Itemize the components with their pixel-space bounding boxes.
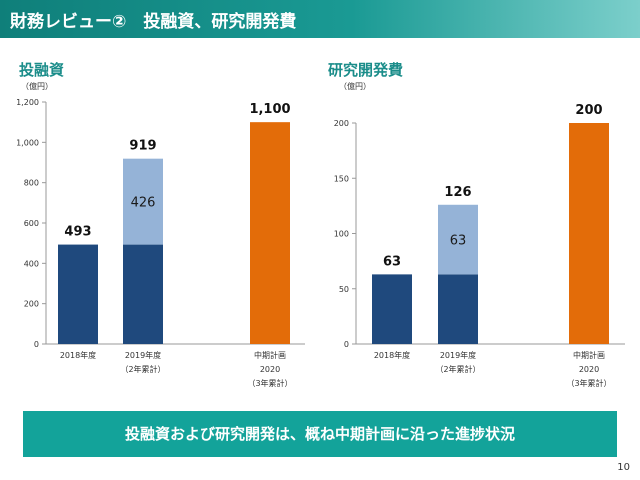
category-label: （2年累計） xyxy=(120,364,165,374)
y-tick-label: 0 xyxy=(34,340,39,349)
slide-header: 財務レビュー② 投融資、研究開発費 xyxy=(0,0,640,38)
chart-title-rnd: 研究開発費 xyxy=(328,61,404,79)
category-label: 2018年度 xyxy=(60,350,96,360)
total-value-label: 919 xyxy=(129,139,156,154)
increment-value-label: 426 xyxy=(131,196,156,211)
unit-label-investment: （億円） xyxy=(21,82,53,91)
y-tick-label: 100 xyxy=(334,230,349,239)
total-value-label: 200 xyxy=(575,103,602,118)
category-label: 中期計画 xyxy=(254,350,286,360)
category-label: 2019年度 xyxy=(440,350,476,360)
category-label: （3年累計） xyxy=(566,378,611,388)
y-tick-label: 800 xyxy=(24,179,39,188)
category-label: 2019年度 xyxy=(125,350,161,360)
category-label: 2020 xyxy=(579,365,599,374)
total-value-label: 493 xyxy=(64,225,91,240)
y-tick-label: 150 xyxy=(334,174,349,183)
y-tick-label: 600 xyxy=(24,219,39,228)
rnd-bar-chart: 0 50 100 150 200 63 2018年度 126 63 2019年度 （2年累計） 200… xyxy=(334,103,625,388)
bar-segment xyxy=(438,204,478,275)
category-label: 2020 xyxy=(260,365,280,374)
y-tick-label: 200 xyxy=(334,119,349,128)
increment-value-label: 63 xyxy=(450,234,467,249)
bar-segment xyxy=(58,244,98,344)
summary-banner-text: 投融資および研究開発は、概ね中期計画に沿った進捗状況 xyxy=(124,425,515,443)
bar-segment xyxy=(569,123,609,344)
page-number: 10 xyxy=(617,462,630,473)
y-tick-label: 400 xyxy=(24,259,39,268)
category-label: 中期計画 xyxy=(573,350,605,360)
category-label: （2年累計） xyxy=(435,364,480,374)
total-value-label: 63 xyxy=(383,254,401,269)
y-tick-label: 0 xyxy=(344,340,349,349)
summary-banner: 投融資および研究開発は、概ね中期計画に沿った進捗状況 xyxy=(23,411,617,457)
category-label: （3年累計） xyxy=(247,378,292,388)
y-tick-label: 1,200 xyxy=(16,98,39,107)
investment-bar-chart: 0 200 400 600 800 1,000 1,200 493 2018年度 919 426 20… xyxy=(16,98,305,388)
category-label: 2018年度 xyxy=(374,350,410,360)
total-value-label: 1,100 xyxy=(249,102,290,117)
bar-segment xyxy=(372,274,412,344)
bar-segment xyxy=(123,158,163,245)
bar-segment xyxy=(123,244,163,344)
bar-segment xyxy=(438,274,478,344)
y-tick-label: 200 xyxy=(24,300,39,309)
slide-title: 財務レビュー② 投融資、研究開発費 xyxy=(10,12,297,32)
total-value-label: 126 xyxy=(444,185,471,200)
y-tick-label: 50 xyxy=(339,285,349,294)
chart-title-investment: 投融資 xyxy=(19,61,65,79)
bar-segment xyxy=(250,122,290,344)
y-tick-label: 1,000 xyxy=(16,138,39,147)
unit-label-rnd: （億円） xyxy=(339,82,371,91)
